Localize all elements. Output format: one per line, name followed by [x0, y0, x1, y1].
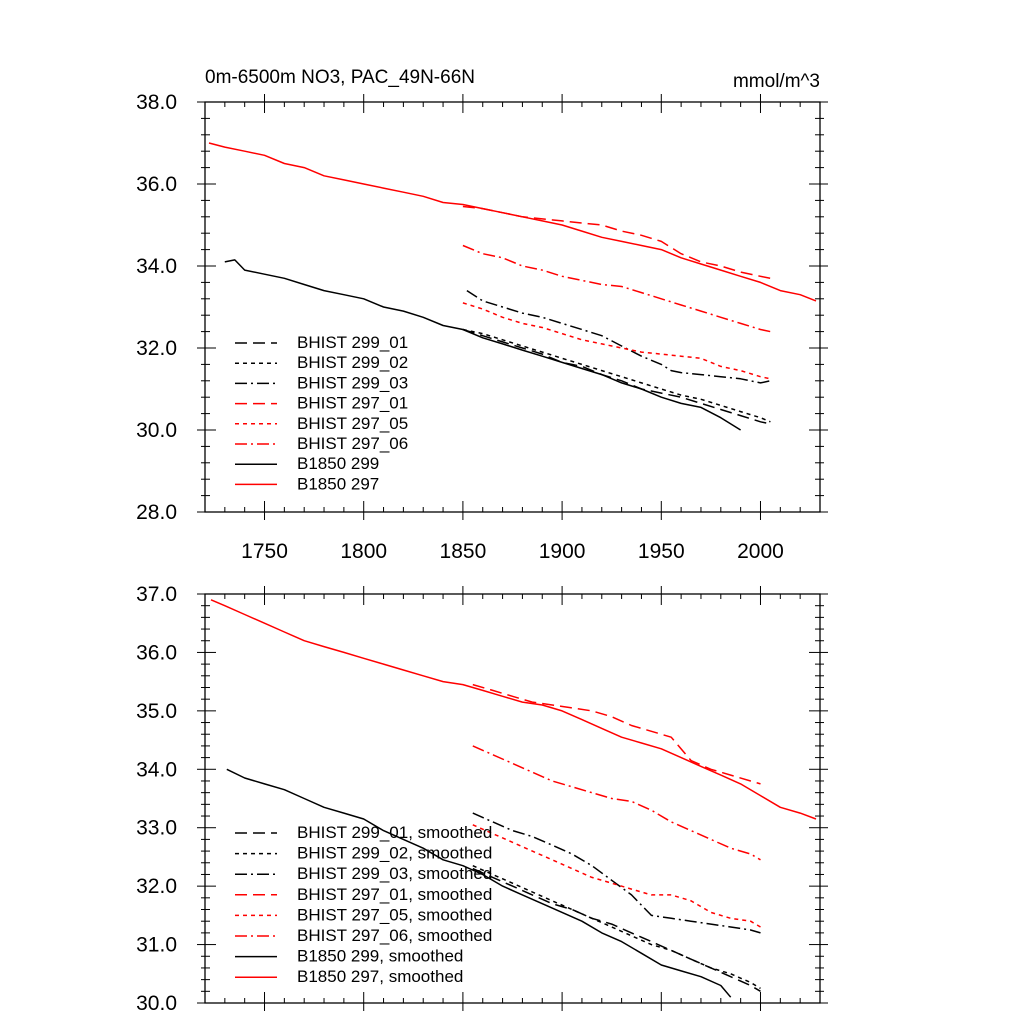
series-line-1 [462, 328, 771, 423]
series-line-7 [210, 599, 817, 820]
y-tick-label: 31.0 [136, 934, 177, 957]
y-tick-label: 36.0 [136, 641, 177, 664]
y-tick-label: 32.0 [136, 875, 177, 898]
x-tick-label: 1800 [340, 540, 387, 563]
series-line-3 [472, 683, 761, 785]
series-line-1 [472, 865, 761, 990]
legend-label: BHIST 297_06 [297, 434, 408, 453]
y-tick-label: 35.0 [136, 700, 177, 723]
y-tick-label: 33.0 [136, 817, 177, 840]
legend-label: BHIST 297_05, smoothed [297, 905, 492, 924]
y-tick-label: 38.0 [136, 91, 177, 114]
legend-label: B1850 299 [297, 454, 379, 473]
series-line-6 [224, 259, 741, 431]
series-line-0 [462, 328, 771, 425]
plot-frame [204, 101, 821, 513]
x-tick-label: 1950 [638, 540, 685, 563]
y-tick-label: 37.0 [136, 583, 177, 606]
legend-label: BHIST 299_01 [297, 333, 408, 352]
series-group [208, 142, 817, 431]
series-line-2 [472, 812, 761, 934]
y-tick-label: 34.0 [136, 758, 177, 781]
series-line-2 [466, 289, 771, 384]
series-line-5 [472, 745, 761, 861]
legend-label: B1850 299, smoothed [297, 947, 463, 966]
legend-label: BHIST 299_03, smoothed [297, 864, 492, 883]
series-line-3 [462, 205, 771, 280]
x-tick-label: 2000 [737, 540, 784, 563]
series-line-4 [462, 302, 771, 380]
y-tick-label: 28.0 [136, 501, 177, 524]
series-line-0 [472, 867, 761, 992]
units-label: mmol/m^3 [733, 71, 820, 92]
x-tick-label: 1750 [241, 540, 288, 563]
y-tick-label: 32.0 [136, 337, 177, 360]
plot-frame [204, 593, 821, 1004]
legend-label: BHIST 299_03 [297, 373, 408, 392]
legend-label: BHIST 299_01, smoothed [297, 823, 492, 842]
legend-label: B1850 297 [297, 474, 379, 493]
legend: BHIST 299_01, smoothed BHIST 299_02, smoo… [235, 823, 492, 986]
y-tick-label: 30.0 [136, 992, 177, 1015]
series-line-4 [472, 824, 761, 928]
y-tick-label: 34.0 [136, 255, 177, 278]
bottom-panel: 30.0 31.0 32.0 33.0 34.0 35.0 36.0 37.0 BHIST 29… [136, 583, 828, 1015]
legend-label: BHIST 299_02 [297, 353, 408, 372]
top-panel: 1750 1800 1850 1900 1950 2000 28.0 30.0 32.0 34.0… [136, 91, 828, 563]
series-line-6 [226, 768, 732, 998]
legend-label: BHIST 297_01, smoothed [297, 885, 492, 904]
x-tick-label: 1900 [539, 540, 586, 563]
chart-title: 0m-6500m NO3, PAC_49N-66N [205, 67, 475, 88]
series-line-5 [462, 244, 771, 333]
series-line-7 [208, 142, 817, 302]
series-group [210, 599, 817, 998]
legend-label: BHIST 297_05 [297, 414, 408, 433]
legend-label: BHIST 297_01 [297, 394, 408, 413]
legend-label: BHIST 297_06, smoothed [297, 926, 492, 945]
legend-label: B1850 297, smoothed [297, 967, 463, 986]
y-tick-label: 30.0 [136, 419, 177, 442]
y-tick-label: 36.0 [136, 173, 177, 196]
x-tick-label: 1850 [440, 540, 487, 563]
legend-label: BHIST 299_02, smoothed [297, 844, 492, 863]
